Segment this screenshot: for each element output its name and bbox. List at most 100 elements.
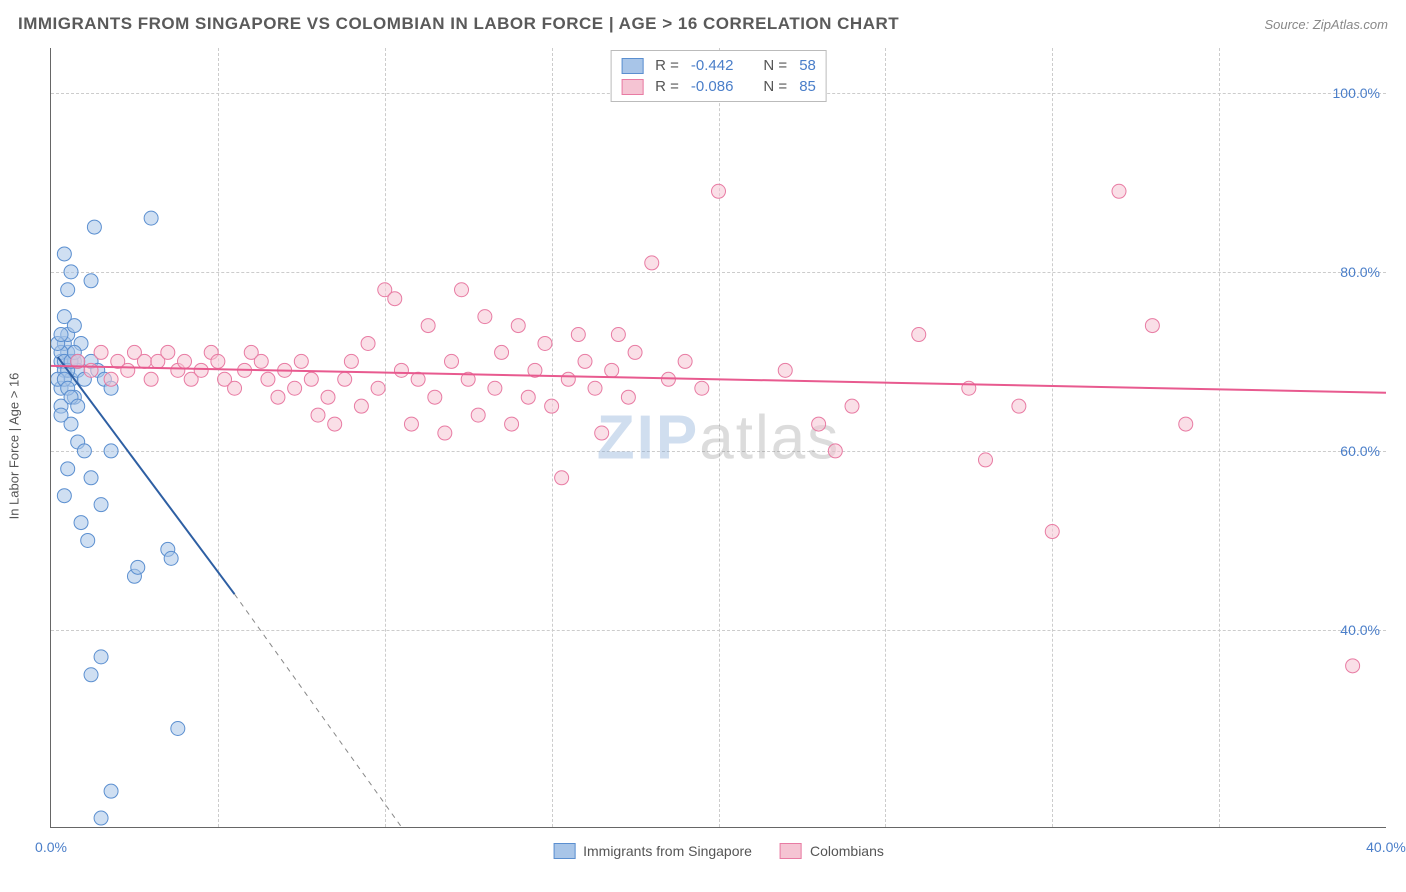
data-point <box>94 650 108 664</box>
data-point <box>344 354 358 368</box>
y-axis-label: In Labor Force | Age > 16 <box>7 373 22 520</box>
data-point <box>304 372 318 386</box>
data-point <box>845 399 859 413</box>
data-point <box>628 345 642 359</box>
trend-line <box>51 366 1386 393</box>
data-point <box>311 408 325 422</box>
data-point <box>144 372 158 386</box>
data-point <box>94 811 108 825</box>
data-point <box>828 444 842 458</box>
data-point <box>161 345 175 359</box>
data-point <box>178 354 192 368</box>
data-point <box>54 328 68 342</box>
data-point <box>428 390 442 404</box>
data-point <box>595 426 609 440</box>
r-label-0: R = <box>655 57 679 74</box>
data-point <box>211 354 225 368</box>
data-point <box>588 381 602 395</box>
data-point <box>645 256 659 270</box>
stats-row-series-0: R = -0.442 N = 58 <box>621 55 816 76</box>
data-point <box>77 444 91 458</box>
data-point <box>1112 184 1126 198</box>
stats-row-series-1: R = -0.086 N = 85 <box>621 76 816 97</box>
source-credit: Source: ZipAtlas.com <box>1264 17 1388 32</box>
legend-swatch-1 <box>780 843 802 859</box>
data-point <box>611 328 625 342</box>
data-point <box>104 444 118 458</box>
data-point <box>488 381 502 395</box>
data-point <box>338 372 352 386</box>
data-point <box>495 345 509 359</box>
data-point <box>61 283 75 297</box>
swatch-series-0 <box>621 58 643 74</box>
legend-label-1: Colombians <box>810 843 884 859</box>
data-point <box>979 453 993 467</box>
data-point <box>361 336 375 350</box>
data-point <box>84 274 98 288</box>
correlation-stats-box: R = -0.442 N = 58 R = -0.086 N = 85 <box>610 50 827 102</box>
n-label-1: N = <box>763 78 787 95</box>
data-point <box>57 247 71 261</box>
data-point <box>94 345 108 359</box>
data-point <box>84 668 98 682</box>
data-point <box>695 381 709 395</box>
title-bar: IMMIGRANTS FROM SINGAPORE VS COLOMBIAN I… <box>18 14 1388 34</box>
data-point <box>321 390 335 404</box>
data-point <box>404 417 418 431</box>
data-point <box>354 399 368 413</box>
trend-line-extrapolation <box>235 594 402 827</box>
data-point <box>54 408 68 422</box>
bottom-legend: Immigrants from Singapore Colombians <box>553 843 884 859</box>
data-point <box>67 319 81 333</box>
data-point <box>57 489 71 503</box>
data-point <box>294 354 308 368</box>
data-point <box>455 283 469 297</box>
data-point <box>478 310 492 324</box>
data-point <box>505 417 519 431</box>
data-point <box>545 399 559 413</box>
data-point <box>912 328 926 342</box>
r-value-1: -0.086 <box>691 78 734 95</box>
n-value-1: 85 <box>799 78 816 95</box>
data-point <box>561 372 575 386</box>
r-label-1: R = <box>655 78 679 95</box>
data-point <box>421 319 435 333</box>
data-point <box>137 354 151 368</box>
data-point <box>121 363 135 377</box>
data-point <box>438 426 452 440</box>
data-point <box>511 319 525 333</box>
data-point <box>1045 525 1059 539</box>
data-point <box>64 265 78 279</box>
n-label-0: N = <box>763 57 787 74</box>
data-point <box>578 354 592 368</box>
data-point <box>84 471 98 485</box>
data-point <box>87 220 101 234</box>
data-point <box>812 417 826 431</box>
legend-label-0: Immigrants from Singapore <box>583 843 752 859</box>
data-point <box>678 354 692 368</box>
data-point <box>538 336 552 350</box>
r-value-0: -0.442 <box>691 57 734 74</box>
data-point <box>555 471 569 485</box>
data-point <box>471 408 485 422</box>
legend-swatch-0 <box>553 843 575 859</box>
data-point <box>94 498 108 512</box>
legend-item-0: Immigrants from Singapore <box>553 843 752 859</box>
data-point <box>228 381 242 395</box>
data-point <box>131 560 145 574</box>
swatch-series-1 <box>621 79 643 95</box>
data-point <box>61 462 75 476</box>
data-point <box>778 363 792 377</box>
data-point <box>521 390 535 404</box>
data-point <box>571 328 585 342</box>
data-point <box>445 354 459 368</box>
chart-title: IMMIGRANTS FROM SINGAPORE VS COLOMBIAN I… <box>18 14 899 34</box>
plot-area: ZIPatlas R = -0.442 N = 58 R = -0.086 N … <box>50 48 1386 828</box>
data-point <box>1346 659 1360 673</box>
chart-svg <box>51 48 1386 827</box>
data-point <box>104 372 118 386</box>
data-point <box>1012 399 1026 413</box>
xtick-label: 0.0% <box>35 839 67 855</box>
xtick-label: 40.0% <box>1366 839 1406 855</box>
data-point <box>84 363 98 377</box>
